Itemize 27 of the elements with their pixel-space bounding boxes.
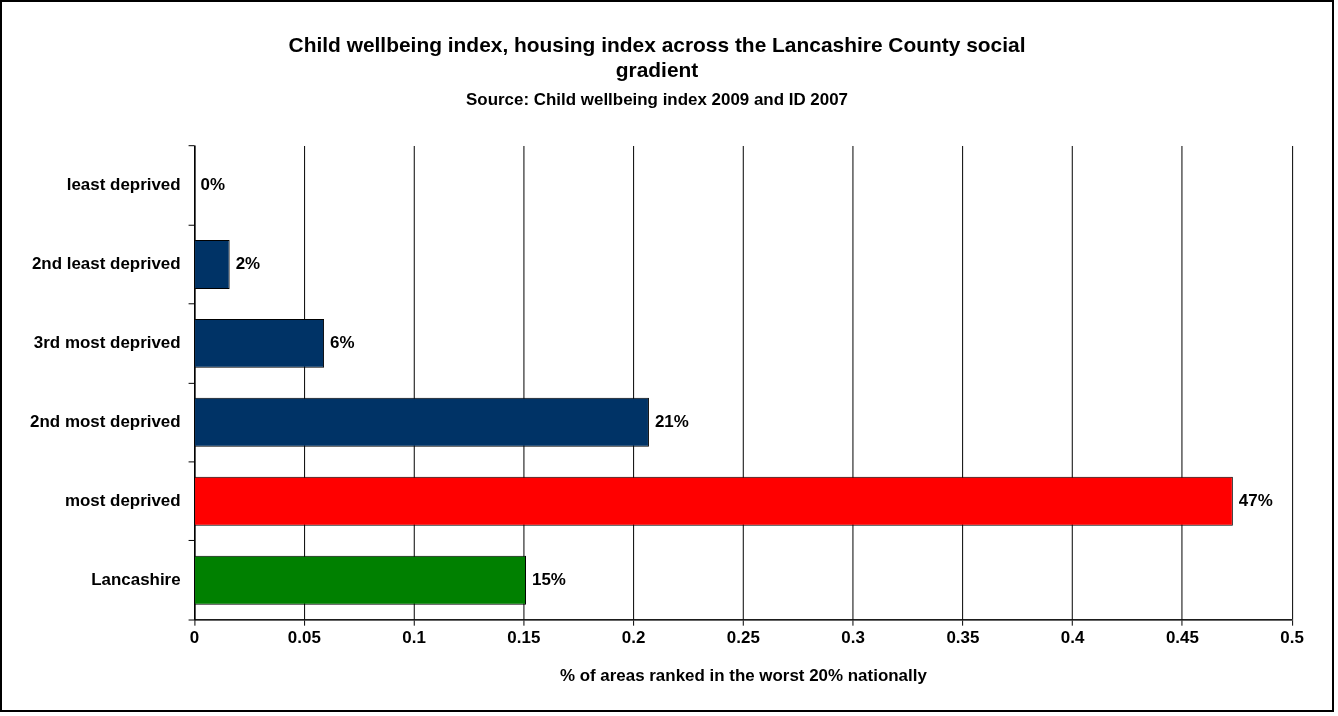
y-tick-label: least deprived (66, 175, 181, 195)
x-tick-label: 0.05 (287, 628, 321, 648)
y-tick-label: 2nd least deprived (31, 254, 181, 274)
text: gradient (615, 58, 699, 82)
data-label: 47% (1238, 490, 1273, 510)
data-label: 6% (330, 333, 355, 353)
x-tick-label: 0.35 (946, 628, 980, 648)
y-tick-label: 2nd most deprived (30, 412, 181, 431)
data-label: 21% (654, 412, 689, 431)
x-tick-label: 0 (189, 628, 200, 648)
data-label: 0% (200, 175, 226, 195)
x-tick-label: 0.2 (621, 628, 646, 648)
y-tick-label: 3rd most deprived (33, 333, 181, 353)
x-axis-title: % of areas ranked in the worst 20% nationally (559, 665, 928, 685)
x-tick-label: 0.3 (841, 628, 865, 648)
x-tick-label: 0.5 (1280, 628, 1304, 648)
data-label: 2% (235, 254, 261, 274)
text: Child wellbeing index, housing index across the Lancashire County social (288, 33, 1026, 57)
y-tick-label: Lancashire (91, 569, 181, 589)
x-tick-label: 0.25 (726, 628, 760, 648)
x-tick-label: 0.15 (507, 628, 541, 648)
y-tick-label: most deprived (64, 490, 181, 510)
data-label: 15% (532, 569, 566, 589)
x-tick-label: 0.4 (1060, 628, 1085, 648)
x-tick-label: 0.1 (402, 628, 426, 648)
chart-subtitle: Source: Child wellbeing index 2009 and ID 2007 (466, 89, 849, 109)
x-tick-label: 0.45 (1165, 628, 1199, 648)
